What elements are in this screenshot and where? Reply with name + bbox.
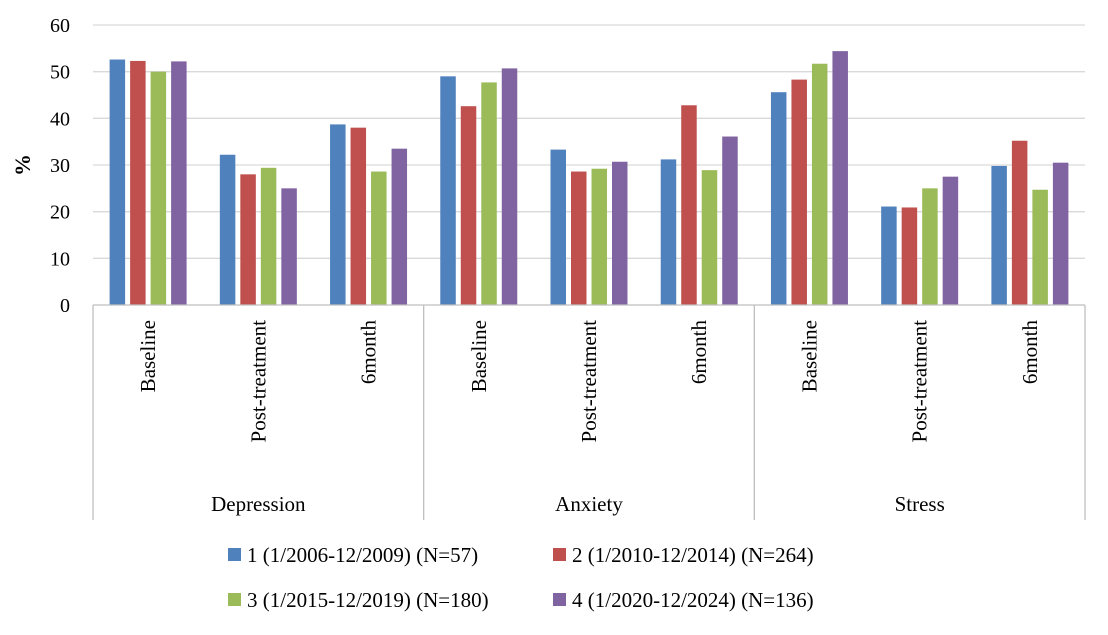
group-label: Depression — [211, 492, 306, 516]
bar — [219, 154, 236, 305]
category-label: 6month — [1018, 320, 1042, 385]
bar — [722, 136, 738, 305]
y-tick-label: 60 — [50, 15, 70, 37]
bar — [832, 51, 848, 306]
bar — [770, 92, 787, 305]
legend-label: 2 (1/2010-12/2014) (N=264) — [572, 543, 814, 567]
bar — [330, 124, 346, 306]
group-label: Stress — [895, 492, 945, 516]
y-tick-label: 20 — [50, 202, 70, 224]
bar — [440, 76, 456, 305]
legend-swatch — [553, 548, 566, 561]
bar — [922, 188, 938, 305]
legend-swatch — [228, 593, 241, 606]
legend-label: 3 (1/2015-12/2019) (N=180) — [247, 588, 489, 612]
category-label: Baseline — [467, 320, 491, 392]
bars — [109, 51, 1069, 306]
bar — [1032, 189, 1048, 305]
gridlines — [93, 24, 1085, 259]
bar — [481, 82, 497, 306]
bar — [901, 207, 918, 305]
bar — [571, 171, 587, 305]
y-tick-label: 50 — [50, 62, 70, 84]
bar — [612, 161, 628, 305]
bar — [681, 105, 697, 306]
y-tick-label: 40 — [50, 108, 70, 130]
bar — [591, 168, 607, 305]
y-tick-label: 10 — [50, 248, 70, 270]
bar — [881, 206, 897, 305]
bar — [150, 71, 167, 306]
bar — [501, 68, 518, 306]
legend-label: 4 (1/2020-12/2024) (N=136) — [572, 588, 814, 612]
bar — [260, 167, 277, 305]
bar — [130, 60, 146, 305]
bar — [391, 148, 408, 305]
bar — [1052, 162, 1069, 305]
bar — [240, 174, 256, 305]
bar — [281, 188, 297, 305]
legend: 1 (1/2006-12/2009) (N=57) 2 (1/2010-12/20… — [228, 543, 814, 612]
legend-swatch — [228, 548, 241, 561]
category-label: Baseline — [797, 320, 821, 392]
y-axis-title: % — [10, 154, 35, 176]
bar — [171, 61, 187, 306]
bar — [791, 79, 807, 305]
group-label: Anxiety — [555, 492, 623, 516]
category-label: Baseline — [136, 320, 160, 392]
bar — [460, 106, 477, 305]
bar — [350, 127, 367, 306]
bar — [701, 170, 718, 305]
legend-swatch — [553, 593, 566, 606]
bar — [371, 171, 387, 305]
bar — [991, 165, 1007, 305]
category-label: 6month — [357, 320, 381, 385]
category-label: 6month — [687, 320, 711, 385]
bar — [942, 176, 959, 305]
axes — [92, 304, 1086, 520]
legend-label: 1 (1/2006-12/2009) (N=57) — [247, 543, 478, 567]
y-tick-label: 0 — [60, 295, 70, 317]
category-label: Post-treatment — [577, 320, 601, 443]
bar — [660, 159, 677, 305]
category-label: Post-treatment — [908, 320, 932, 443]
bar — [1011, 140, 1028, 305]
labels: 0 10 20 30 40 50 60 Baseline Post-treatment 6mont… — [50, 15, 1042, 516]
bar — [109, 59, 126, 306]
bar — [811, 63, 828, 305]
y-tick-label: 30 — [50, 155, 70, 177]
bar — [550, 149, 566, 305]
category-label: Post-treatment — [246, 320, 270, 443]
